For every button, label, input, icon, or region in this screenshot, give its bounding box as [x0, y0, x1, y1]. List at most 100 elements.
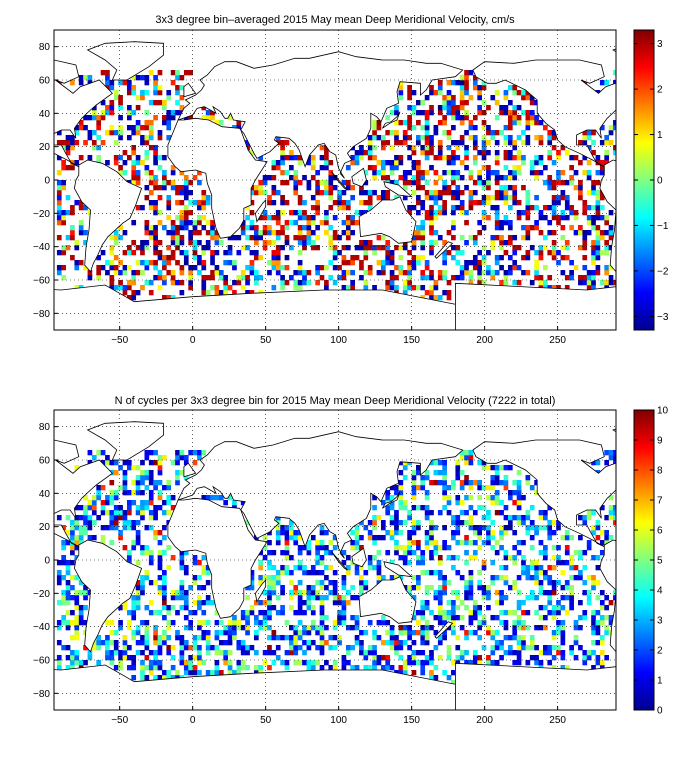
- heatmap-bin: [604, 280, 609, 286]
- heatmap-bin: [591, 510, 596, 516]
- heatmap-bin: [105, 495, 110, 501]
- heatmap-bin: [332, 570, 338, 576]
- heatmap-bin: [376, 235, 382, 241]
- heatmap-bin: [162, 595, 167, 601]
- heatmap-bin: [118, 155, 123, 161]
- heatmap-bin: [157, 530, 163, 536]
- heatmap-bin: [503, 515, 509, 521]
- heatmap-bin: [153, 675, 158, 681]
- heatmap-bin: [556, 560, 561, 566]
- heatmap-bin: [595, 215, 601, 221]
- heatmap-bin: [78, 605, 84, 611]
- heatmap-bin: [534, 625, 539, 631]
- heatmap-bin: [359, 200, 364, 206]
- heatmap-bin: [153, 260, 158, 266]
- heatmap-bin: [578, 280, 583, 286]
- heatmap-bin: [516, 90, 522, 96]
- heatmap-bin: [188, 660, 193, 666]
- heatmap-bin: [521, 555, 526, 561]
- heatmap-bin: [367, 665, 373, 671]
- heatmap-bin: [582, 275, 588, 281]
- heatmap-bin: [315, 630, 320, 636]
- heatmap-bin: [179, 85, 185, 91]
- heatmap-bin: [345, 555, 351, 561]
- heatmap-bin: [122, 470, 128, 476]
- heatmap-bin: [446, 105, 452, 111]
- heatmap-bin: [61, 210, 66, 216]
- heatmap-bin: [170, 675, 176, 681]
- heatmap-bin: [586, 575, 592, 581]
- heatmap-bin: [429, 205, 434, 211]
- heatmap-bin: [547, 150, 553, 156]
- heatmap-bin: [324, 220, 329, 226]
- heatmap-bin: [468, 660, 474, 666]
- heatmap-bin: [591, 185, 596, 191]
- heatmap-bin: [468, 195, 474, 201]
- heatmap-bin: [293, 280, 299, 286]
- heatmap-bin: [407, 90, 412, 96]
- y-tick-label: −40: [33, 242, 50, 253]
- heatmap-bin: [61, 140, 66, 146]
- heatmap-bin: [398, 480, 404, 486]
- heatmap-bin: [324, 615, 329, 621]
- heatmap-bin: [468, 175, 474, 181]
- heatmap-bin: [420, 505, 426, 511]
- heatmap-bin: [556, 605, 561, 611]
- heatmap-bin: [372, 130, 377, 136]
- heatmap-bin: [468, 205, 474, 211]
- heatmap-bin: [564, 610, 570, 616]
- heatmap-bin: [490, 95, 496, 101]
- heatmap-bin: [424, 190, 430, 196]
- heatmap-bin: [267, 610, 272, 616]
- land-outline: [73, 539, 143, 653]
- heatmap-bin: [324, 280, 329, 286]
- grid-lines: [54, 410, 616, 710]
- heatmap-bin: [595, 255, 601, 261]
- heatmap-bin: [324, 625, 329, 631]
- land-outline: [86, 421, 164, 461]
- heatmap-bin: [547, 525, 553, 531]
- heatmap-bin: [363, 570, 369, 576]
- heatmap-bin: [315, 235, 320, 241]
- heatmap-bin: [240, 220, 246, 226]
- heatmap-bin: [468, 450, 474, 456]
- heatmap-bin: [253, 250, 259, 256]
- heatmap-bin: [455, 140, 461, 146]
- heatmap-bin: [337, 595, 342, 601]
- heatmap-bin: [569, 585, 574, 591]
- heatmap-bin: [503, 190, 509, 196]
- heatmap-bin: [262, 190, 268, 196]
- heatmap-bin: [389, 180, 395, 186]
- heatmap-bin: [402, 520, 408, 526]
- heatmap-bin: [389, 630, 395, 636]
- heatmap-bin: [477, 505, 482, 511]
- heatmap-bin: [140, 510, 145, 516]
- heatmap-bin: [345, 270, 351, 276]
- heatmap-bin: [534, 645, 539, 651]
- heatmap-bin: [534, 115, 539, 121]
- heatmap-bin: [315, 265, 320, 271]
- heatmap-bin: [166, 645, 172, 651]
- heatmap-bin: [464, 210, 469, 216]
- heatmap-bin: [516, 645, 522, 651]
- heatmap-bin: [451, 170, 456, 176]
- heatmap-bin: [310, 205, 316, 211]
- heatmap-bin: [236, 275, 242, 281]
- heatmap-bin: [319, 275, 325, 281]
- heatmap-bin: [560, 255, 566, 261]
- heatmap-bin: [65, 530, 71, 536]
- heatmap-bin: [486, 625, 491, 631]
- heatmap-bin: [385, 195, 391, 201]
- heatmap-bin: [599, 80, 605, 86]
- heatmap-bin: [105, 645, 110, 651]
- heatmap-bin: [315, 590, 320, 596]
- heatmap-bin: [354, 615, 360, 621]
- heatmap-bin: [376, 655, 382, 661]
- heatmap-bin: [205, 595, 211, 601]
- heatmap-bin: [560, 195, 566, 201]
- heatmap-bin: [481, 645, 487, 651]
- heatmap-bin: [424, 155, 430, 161]
- heatmap-bin: [306, 550, 312, 556]
- heatmap-bin: [135, 125, 141, 131]
- heatmap-bin: [289, 570, 294, 576]
